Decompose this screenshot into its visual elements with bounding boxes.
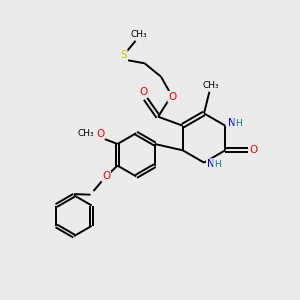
Text: N: N xyxy=(207,159,214,169)
Text: H: H xyxy=(235,119,242,128)
Text: H: H xyxy=(214,160,220,169)
Text: O: O xyxy=(250,145,258,155)
Text: O: O xyxy=(139,87,147,97)
Text: O: O xyxy=(102,171,110,181)
Text: O: O xyxy=(168,92,176,102)
Text: O: O xyxy=(96,129,104,139)
Text: CH₃: CH₃ xyxy=(202,81,219,90)
Text: N: N xyxy=(228,118,236,128)
Text: S: S xyxy=(120,50,127,60)
Text: CH₃: CH₃ xyxy=(78,129,94,138)
Text: CH₃: CH₃ xyxy=(130,30,147,39)
